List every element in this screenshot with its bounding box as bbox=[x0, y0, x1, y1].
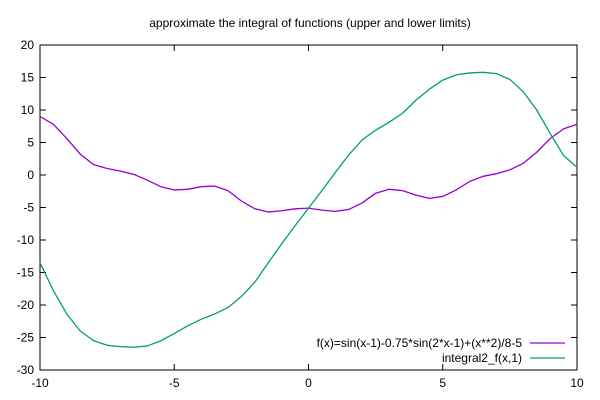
legend: f(x)=sin(x-1)-0.75*sin(2*x-1)+(x**2)/8-5… bbox=[317, 336, 565, 365]
legend-label-0: f(x)=sin(x-1)-0.75*sin(2*x-1)+(x**2)/8-5 bbox=[317, 336, 523, 350]
y-tick-label: 15 bbox=[21, 71, 35, 85]
y-tick-label: 10 bbox=[21, 103, 35, 117]
x-tick-label: 0 bbox=[305, 376, 312, 390]
y-tick-label: -20 bbox=[17, 298, 35, 312]
y-tick-label: 5 bbox=[27, 136, 34, 150]
y-tick-label: -5 bbox=[23, 201, 34, 215]
x-tick-label: 5 bbox=[439, 376, 446, 390]
x-tick-label: -10 bbox=[31, 376, 49, 390]
ticks-layer: -10 -5 0 5 10 -30 -25 -20 -15 -10 -5 0 5 10 15 20 bbox=[17, 38, 584, 390]
x-tick-label: 10 bbox=[570, 376, 584, 390]
y-tick-label: -25 bbox=[17, 331, 35, 345]
chart-title: approximate the integral of functions (u… bbox=[149, 16, 471, 30]
series-layer bbox=[39, 71, 578, 348]
y-tick-label: -10 bbox=[17, 233, 35, 247]
legend-label-1: integral2_f(x,1) bbox=[442, 351, 522, 365]
series-line-1 bbox=[39, 71, 578, 348]
series-line-0 bbox=[39, 115, 578, 213]
y-tick-label: -30 bbox=[17, 363, 35, 377]
y-tick-label: 20 bbox=[21, 38, 35, 52]
y-tick-label: -15 bbox=[17, 266, 35, 280]
y-tick-label: 0 bbox=[27, 168, 34, 182]
x-tick-label: -5 bbox=[169, 376, 180, 390]
